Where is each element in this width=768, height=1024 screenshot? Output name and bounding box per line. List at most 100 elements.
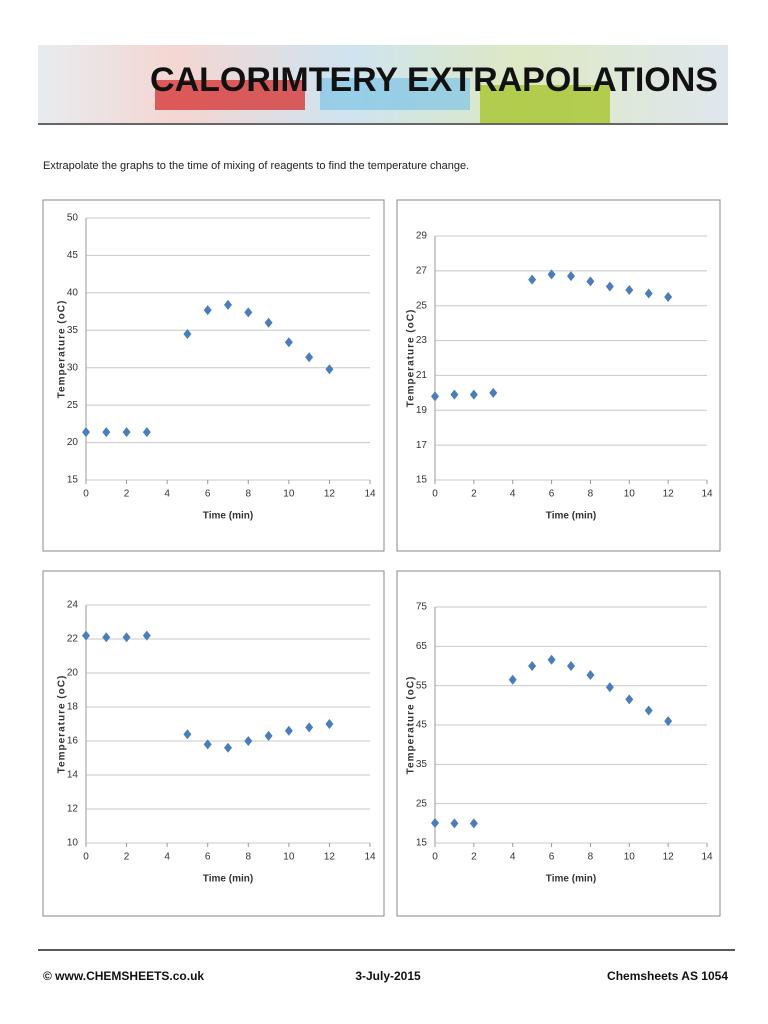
y-tick-label: 35 xyxy=(416,759,428,770)
data-point xyxy=(644,288,653,299)
y-tick-label: 18 xyxy=(67,702,79,713)
data-point xyxy=(528,274,537,285)
y-tick-label: 14 xyxy=(67,770,79,781)
data-point xyxy=(450,818,459,829)
data-point xyxy=(664,292,673,302)
data-point xyxy=(625,694,634,705)
x-tick-label: 8 xyxy=(246,489,252,500)
data-point xyxy=(82,427,90,438)
footer-right: Chemsheets AS 1054 xyxy=(607,969,728,983)
y-axis-label: Temperature (oC) xyxy=(406,676,417,775)
y-tick-label: 16 xyxy=(67,736,79,747)
y-tick-label: 30 xyxy=(67,362,79,373)
data-point xyxy=(305,722,314,733)
x-tick-label: 12 xyxy=(663,852,675,863)
x-tick-label: 2 xyxy=(471,489,477,500)
y-tick-label: 35 xyxy=(67,325,79,336)
data-point xyxy=(567,661,575,671)
y-tick-label: 55 xyxy=(416,680,428,691)
x-tick-label: 14 xyxy=(701,489,713,500)
x-tick-label: 6 xyxy=(205,852,211,863)
y-axis-label: Temperature (oC) xyxy=(406,309,417,408)
data-point xyxy=(224,742,232,753)
data-point xyxy=(644,705,653,716)
y-tick-label: 29 xyxy=(416,231,428,242)
data-point xyxy=(325,364,334,375)
x-tick-label: 0 xyxy=(83,852,89,863)
x-tick-label: 4 xyxy=(510,852,516,863)
x-tick-label: 8 xyxy=(588,852,594,863)
data-point xyxy=(102,632,111,643)
footer-center: 3-July-2015 xyxy=(355,969,421,983)
x-tick-label: 8 xyxy=(588,489,594,500)
y-tick-label: 45 xyxy=(67,250,79,261)
data-point xyxy=(82,630,90,641)
x-tick-label: 14 xyxy=(701,852,713,863)
y-axis-label: Temperature (oC) xyxy=(57,675,68,774)
x-tick-label: 4 xyxy=(164,489,170,500)
title: CALORIMTERY EXTRAPOLATIONS xyxy=(150,61,718,99)
data-point xyxy=(489,387,498,398)
y-tick-label: 75 xyxy=(416,602,428,613)
chart-frame xyxy=(396,570,721,917)
y-tick-label: 50 xyxy=(67,213,79,224)
data-point xyxy=(450,389,459,400)
data-point xyxy=(469,389,478,400)
y-tick-label: 25 xyxy=(416,300,428,311)
y-axis-label: Temperature (oC) xyxy=(57,300,68,399)
x-tick-label: 12 xyxy=(324,852,336,863)
x-tick-label: 8 xyxy=(246,852,252,863)
y-tick-label: 65 xyxy=(416,641,428,652)
x-tick-label: 10 xyxy=(624,852,636,863)
y-tick-label: 12 xyxy=(67,804,79,815)
y-tick-label: 10 xyxy=(67,838,79,849)
data-point xyxy=(284,725,293,736)
data-point xyxy=(605,682,614,693)
data-point xyxy=(122,632,131,643)
x-axis-label: Time (min) xyxy=(203,874,253,885)
data-point xyxy=(431,391,439,402)
data-point xyxy=(102,427,111,438)
chart-frame xyxy=(42,570,385,917)
x-tick-label: 12 xyxy=(324,489,336,500)
data-point xyxy=(122,427,131,438)
banner-liquid-green xyxy=(480,85,610,123)
banner-liquid-red xyxy=(155,80,305,110)
data-point xyxy=(664,716,673,727)
y-tick-label: 15 xyxy=(416,838,428,849)
data-point xyxy=(244,307,253,318)
x-axis-label: Time (min) xyxy=(203,511,253,522)
data-point xyxy=(203,305,212,316)
x-tick-label: 4 xyxy=(164,852,170,863)
x-axis-label: Time (min) xyxy=(546,511,596,522)
data-point xyxy=(605,281,614,292)
data-point xyxy=(508,674,517,685)
banner-liquid-blue xyxy=(320,78,470,110)
x-tick-label: 0 xyxy=(432,489,438,500)
data-point xyxy=(264,317,273,328)
x-tick-label: 6 xyxy=(205,489,211,500)
y-tick-label: 25 xyxy=(67,400,79,411)
y-tick-label: 21 xyxy=(416,370,428,381)
data-point xyxy=(567,271,575,282)
y-tick-label: 40 xyxy=(67,287,79,298)
x-tick-label: 14 xyxy=(364,852,376,863)
x-tick-label: 2 xyxy=(124,489,130,500)
data-point xyxy=(305,352,314,363)
data-point xyxy=(528,661,537,671)
x-tick-label: 12 xyxy=(663,489,675,500)
data-point xyxy=(325,719,334,729)
x-tick-label: 0 xyxy=(83,489,89,500)
x-tick-label: 10 xyxy=(283,489,295,500)
data-point xyxy=(142,630,151,641)
x-tick-label: 2 xyxy=(124,852,130,863)
data-point xyxy=(183,729,192,740)
data-point xyxy=(586,670,595,681)
y-tick-label: 20 xyxy=(67,437,79,448)
data-point xyxy=(264,730,273,741)
y-tick-label: 19 xyxy=(416,405,428,416)
x-axis-label: Time (min) xyxy=(546,874,596,885)
y-tick-label: 27 xyxy=(416,265,428,276)
footer-left: © www.CHEMSHEETS.co.uk xyxy=(43,969,204,983)
